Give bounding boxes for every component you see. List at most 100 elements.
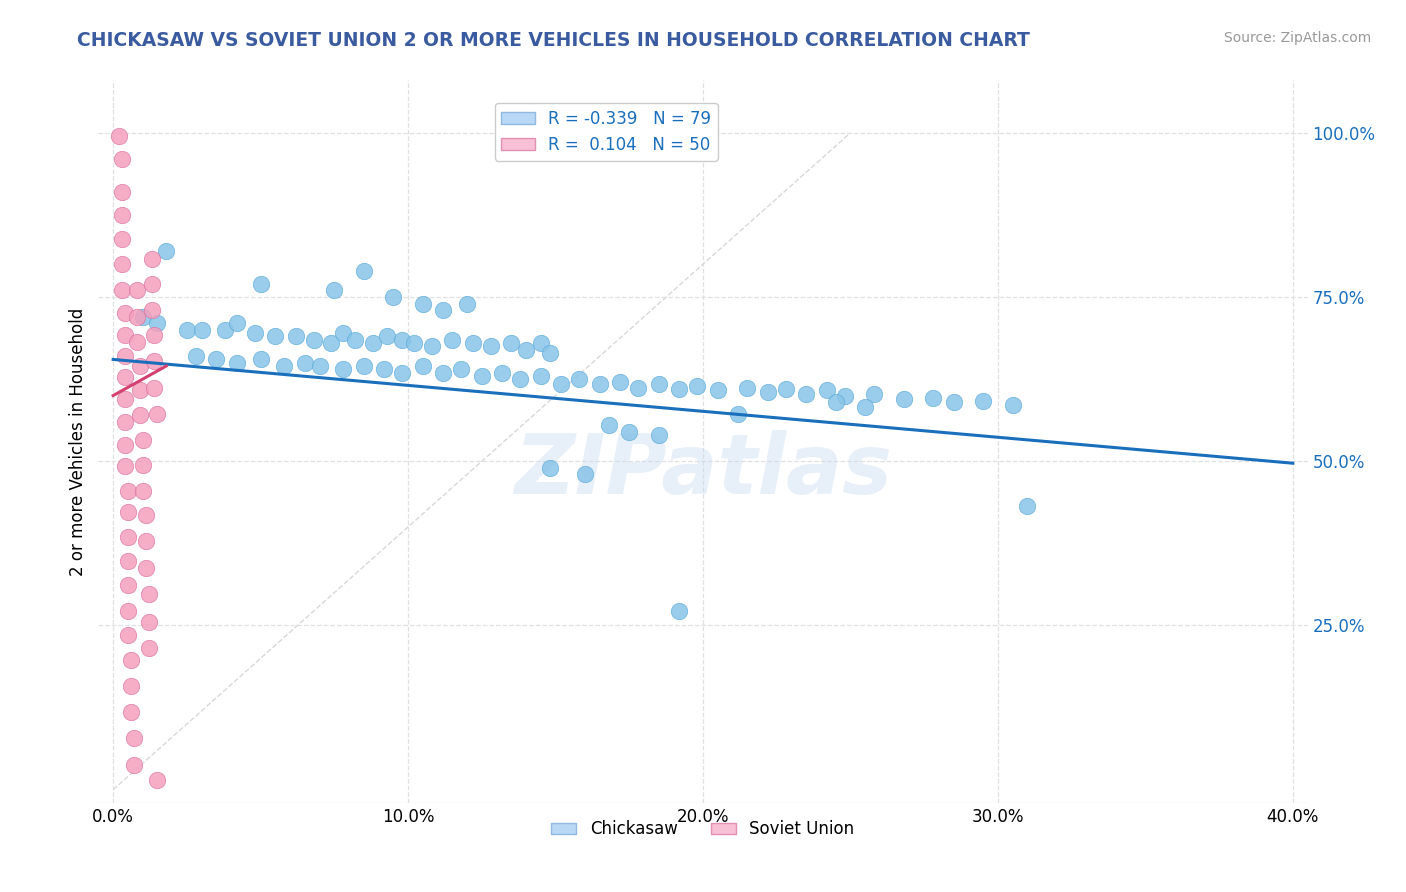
Point <box>146 772 169 787</box>
Point <box>538 346 561 360</box>
Point <box>120 679 142 693</box>
Point <box>775 382 797 396</box>
Point <box>391 333 413 347</box>
Point <box>135 508 157 522</box>
Point <box>176 323 198 337</box>
Point <box>735 381 758 395</box>
Point <box>450 362 472 376</box>
Point <box>727 407 749 421</box>
Point <box>205 352 228 367</box>
Point <box>146 316 169 330</box>
Point <box>243 326 266 341</box>
Point <box>226 316 249 330</box>
Point <box>619 425 641 439</box>
Point <box>834 388 856 402</box>
Point <box>824 395 846 409</box>
Point <box>598 418 620 433</box>
Point <box>111 152 134 166</box>
Point <box>114 370 136 384</box>
Point <box>382 290 405 304</box>
Point <box>114 415 136 429</box>
Point <box>249 277 271 291</box>
Point <box>893 392 915 406</box>
Point <box>343 333 366 347</box>
Point <box>1001 398 1024 412</box>
Point <box>114 328 136 343</box>
Point <box>128 409 150 423</box>
Point <box>627 381 650 395</box>
Point <box>509 372 531 386</box>
Point <box>853 401 876 415</box>
Point <box>146 407 169 421</box>
Point <box>117 628 139 642</box>
Point <box>308 359 330 373</box>
Point <box>332 326 354 341</box>
Point <box>114 459 136 474</box>
Point <box>114 392 136 406</box>
Point <box>294 356 316 370</box>
Point <box>501 336 523 351</box>
Point <box>111 232 134 246</box>
Point <box>461 336 484 351</box>
Point <box>131 434 153 448</box>
Point <box>432 303 454 318</box>
Point <box>377 329 399 343</box>
Point <box>491 366 513 380</box>
Point <box>706 384 728 398</box>
Point <box>686 378 709 392</box>
Point <box>550 376 572 391</box>
Point <box>574 467 596 482</box>
Point <box>568 372 591 386</box>
Point <box>131 310 153 324</box>
Point <box>668 382 690 396</box>
Point <box>143 328 166 343</box>
Point <box>117 604 139 618</box>
Point <box>117 506 139 520</box>
Point <box>138 641 160 656</box>
Point <box>138 615 160 630</box>
Point <box>122 731 145 746</box>
Point <box>285 329 308 343</box>
Point <box>420 339 443 353</box>
Point <box>332 362 354 376</box>
Text: Source: ZipAtlas.com: Source: ZipAtlas.com <box>1223 31 1371 45</box>
Point <box>942 395 965 409</box>
Point <box>323 284 346 298</box>
Point <box>135 560 157 574</box>
Point <box>120 705 142 719</box>
Point <box>155 244 177 258</box>
Point <box>117 554 139 568</box>
Point <box>111 208 134 222</box>
Point <box>111 284 134 298</box>
Point <box>125 334 148 349</box>
Point <box>794 387 817 401</box>
Point <box>515 343 537 357</box>
Point <box>412 296 434 310</box>
Point <box>114 349 136 363</box>
Point <box>922 391 945 405</box>
Point <box>441 333 464 347</box>
Y-axis label: 2 or more Vehicles in Household: 2 or more Vehicles in Household <box>69 308 87 575</box>
Point <box>117 530 139 544</box>
Point <box>190 323 212 337</box>
Point <box>1017 499 1039 513</box>
Point <box>863 387 886 401</box>
Point <box>321 336 343 351</box>
Point <box>141 277 163 291</box>
Point <box>479 339 502 353</box>
Point <box>108 129 131 144</box>
Point <box>128 384 150 398</box>
Text: CHICKASAW VS SOVIET UNION 2 OR MORE VEHICLES IN HOUSEHOLD CORRELATION CHART: CHICKASAW VS SOVIET UNION 2 OR MORE VEHI… <box>77 31 1031 50</box>
Point <box>111 185 134 199</box>
Point <box>125 284 148 298</box>
Point <box>111 257 134 271</box>
Point <box>756 385 779 400</box>
Point <box>226 356 249 370</box>
Point <box>138 587 160 601</box>
Point <box>214 323 236 337</box>
Point <box>432 366 454 380</box>
Point <box>120 652 142 666</box>
Point <box>117 483 139 498</box>
Point <box>184 349 207 363</box>
Point <box>131 458 153 472</box>
